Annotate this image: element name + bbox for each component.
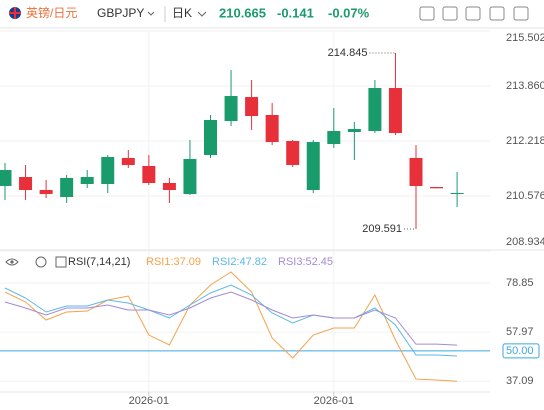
tool-icon[interactable] <box>419 6 435 21</box>
candle-body <box>265 115 279 143</box>
candle-body <box>388 88 402 133</box>
y-tick-label: 208.934 <box>506 236 544 248</box>
tick-label-box <box>502 343 540 359</box>
grid-icon[interactable] <box>55 256 67 268</box>
candle-body <box>80 177 94 185</box>
y-tick-label: 213.860 <box>506 80 544 92</box>
x-tick-label: 2026-01 <box>129 395 169 407</box>
y-tick-label: 215.502 <box>506 32 544 44</box>
legend-entry: RSI3:52.45 <box>278 256 333 268</box>
tool-icon[interactable] <box>513 6 529 21</box>
period[interactable]: 日K <box>172 6 192 20</box>
tool-icon[interactable] <box>442 6 458 21</box>
eye-pupil <box>10 260 14 264</box>
toolbar <box>419 6 529 21</box>
candle-body <box>245 97 259 117</box>
dropdown-icon[interactable] <box>147 11 155 16</box>
rsi-line <box>4 271 458 382</box>
candle-body <box>430 186 444 189</box>
max-label: 214.845 <box>328 47 368 59</box>
tool-icon[interactable] <box>489 6 505 21</box>
candle-body <box>19 177 33 191</box>
rsi-line <box>4 291 458 346</box>
period-dropdown[interactable] <box>197 11 207 17</box>
candle-body <box>368 88 382 131</box>
candle-body <box>121 158 135 165</box>
candle-body <box>101 157 115 185</box>
candle-body <box>347 129 361 132</box>
indicator-name: RSI(7,14,21) <box>68 256 130 268</box>
candle-body <box>224 96 238 122</box>
symbol-name[interactable]: 英镑/日元 <box>26 5 77 20</box>
candle-body <box>204 119 217 156</box>
price: 210.665 <box>219 5 266 20</box>
legend-entry: RSI1:37.09 <box>146 256 201 268</box>
settings-icon[interactable] <box>35 256 47 268</box>
candle-body <box>39 190 53 194</box>
y-tick-label: 37.09 <box>506 375 534 387</box>
y-tick-label: 212.218 <box>506 135 544 147</box>
y-tick-label: 50.00 <box>506 345 534 357</box>
eye-icon[interactable] <box>5 258 19 266</box>
candle-body <box>162 183 176 191</box>
candle-body <box>450 193 464 195</box>
candle-body <box>286 141 300 165</box>
candle-body <box>183 158 197 194</box>
y-tick-label: 57.97 <box>506 326 534 338</box>
legend-entry: RSI2:47.82 <box>212 256 267 268</box>
candle-body <box>60 177 74 198</box>
change-pct: -0.07% <box>328 5 370 20</box>
x-tick-label: 2026-01 <box>314 395 354 407</box>
candle-body <box>327 130 341 145</box>
candle-body <box>0 170 12 186</box>
change: -0.141 <box>277 5 314 20</box>
tool-icon[interactable] <box>465 6 481 21</box>
candle-body <box>142 165 156 184</box>
y-tick-label: 78.85 <box>506 277 534 289</box>
min-label: 209.591 <box>362 223 402 235</box>
flag-cross <box>9 7 21 19</box>
candle-body <box>409 158 423 186</box>
rsi-line <box>4 284 458 357</box>
symbol-code[interactable]: GBPJPY <box>97 6 144 20</box>
y-tick-label: 210.576 <box>506 190 544 202</box>
candle-body <box>306 142 320 191</box>
